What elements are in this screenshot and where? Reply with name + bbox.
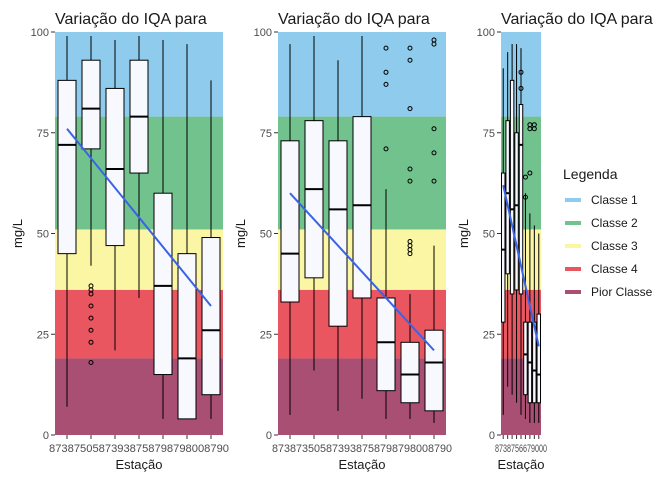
box-outlier [383,69,389,75]
box-outlier [88,359,94,365]
legend: Legenda Classe 1 Classe 2 Classe 3 Classe 4… [563,166,653,299]
legend-label: Pior Classe [591,285,653,299]
box-body [500,172,506,323]
box-outlier [522,194,528,200]
class-band-5 [55,358,223,435]
box-body [518,104,524,295]
box-body [424,329,444,412]
box-outlier [407,166,413,172]
box-outlier [407,178,413,184]
panel-title: Variação do IQA para [278,11,430,28]
x-tick-labels: 87387505873938758798798008790 [49,443,229,455]
box-body [352,116,372,299]
box-outlier [407,251,413,257]
panel-title: Variação do IQA para [55,11,207,28]
y-axis-label: mg/L [10,219,25,248]
legend-label: Classe 3 [591,239,638,253]
y-tick-label: 0 [489,430,495,442]
legend-key [565,244,581,248]
box-outlier [407,106,413,112]
box-body [153,192,173,376]
box-outlier [431,41,437,47]
box-body [81,59,101,150]
y-tick-label: 75 [260,128,272,140]
y-tick-label: 50 [483,229,495,241]
box-outlier [88,291,94,297]
y-axis-label: mg/L [456,219,471,248]
box-outlier [383,45,389,51]
y-tick-label: 75 [483,128,495,140]
y-tick-label: 75 [37,128,49,140]
box-outlier [88,303,94,309]
box-outlier [518,69,524,75]
box-outlier [88,339,94,345]
panel-title: Variação do IQA para [501,11,653,28]
box-outlier [88,315,94,321]
legend-key [565,290,581,294]
box-outlier [522,174,528,180]
box-body [523,321,528,396]
y-tick-label: 25 [483,329,495,341]
box-body [400,341,420,404]
y-tick-label: 100 [254,27,272,39]
panel-3: Variação do IQA para 0 25 50 75 100 mg/L Estaçã… [456,11,653,472]
box-body [105,87,125,247]
box-body [328,140,348,327]
y-tick-label: 25 [37,329,49,341]
box-body [57,79,77,255]
legend-title: Legenda [563,166,618,182]
y-tick-label: 25 [260,329,272,341]
box-outlier [383,81,389,87]
box-outlier [88,327,94,333]
box-outlier [431,178,437,184]
legend-label: Classe 2 [591,216,638,230]
box-body [509,79,515,295]
x-axis-label: Estação [116,457,163,472]
x-axis-label: Estação [339,457,386,472]
box-outlier [407,57,413,63]
box-body [177,253,197,420]
legend-label: Classe 1 [591,193,638,207]
box-outlier [431,150,437,156]
box-outlier [383,146,389,152]
y-tick-label: 100 [477,27,495,39]
trend-line [502,184,540,347]
box-body [304,120,324,279]
box-outlier [527,170,533,176]
x-tick-labels: 8738756679000 [495,443,547,455]
box-body [201,237,221,396]
box-outlier [531,126,537,132]
trend-line [289,192,435,352]
box-body [376,297,396,392]
box-outlier [518,85,524,91]
panel-1: Variação do IQA para 0 25 50 75 100 mg/L Estaçã… [10,11,229,472]
box-outlier [407,45,413,51]
box-body [536,313,542,404]
legend-key [565,221,581,225]
class-band-4 [55,289,223,359]
panel-2: Variação do IQA para 0 25 50 75 100 mg/L Estaçã… [233,11,452,472]
x-tick-labels: 873873505873938758798798008790 [272,443,452,455]
legend-key [565,267,581,271]
trend-line [66,128,212,307]
legend-label: Classe 4 [591,262,638,276]
y-tick-label: 50 [37,229,49,241]
y-axis-label: mg/L [233,219,248,248]
box-body [280,140,300,303]
y-tick-label: 100 [31,27,49,39]
y-tick-label: 50 [260,229,272,241]
y-tick-label: 0 [43,430,49,442]
y-tick-label: 0 [266,430,272,442]
x-axis-label: Estação [498,457,545,472]
box-body [514,132,519,291]
panels: Variação do IQA para 0 25 50 75 100 mg/L Estaçã… [10,11,653,472]
box-outlier [431,126,437,132]
legend-key [565,198,581,202]
